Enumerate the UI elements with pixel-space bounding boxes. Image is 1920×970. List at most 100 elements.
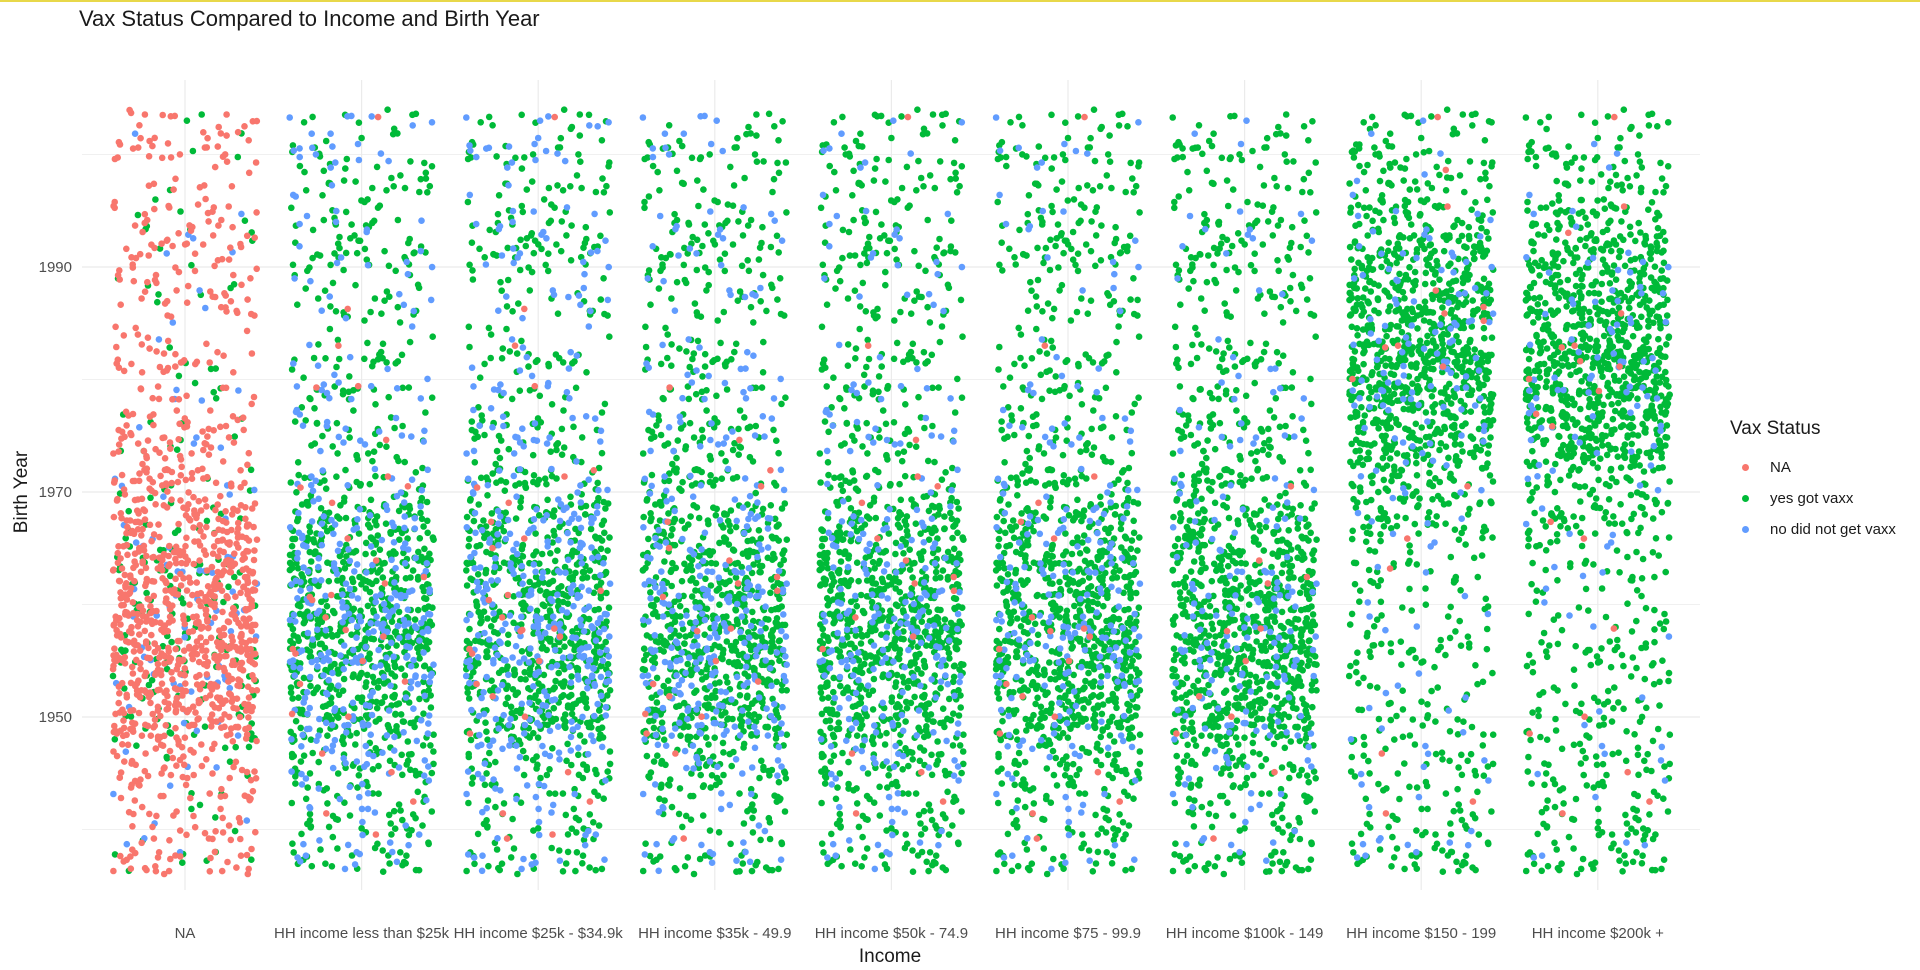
- data-point: [749, 829, 757, 836]
- data-point: [1001, 435, 1008, 442]
- data-point: [392, 711, 399, 718]
- data-point: [388, 831, 395, 838]
- data-point: [558, 693, 565, 701]
- data-point: [752, 489, 759, 497]
- data-point: [1049, 344, 1056, 351]
- data-point: [744, 673, 752, 680]
- data-point: [953, 645, 961, 653]
- data-point: [782, 394, 789, 402]
- data-point: [958, 394, 966, 402]
- data-point: [998, 426, 1005, 434]
- data-point: [580, 568, 588, 576]
- data-point: [863, 513, 871, 520]
- data-point: [1071, 602, 1078, 610]
- data-point: [696, 747, 704, 755]
- data-point: [1098, 673, 1105, 680]
- data-point: [689, 792, 697, 800]
- data-point: [735, 425, 742, 433]
- data-point: [1049, 553, 1056, 560]
- data-point: [737, 444, 745, 451]
- data-point: [335, 355, 343, 363]
- data-point: [334, 845, 341, 852]
- data-point: [374, 840, 381, 848]
- data-point: [1023, 727, 1030, 734]
- data-point: [386, 293, 393, 301]
- data-point: [830, 119, 838, 126]
- data-point: [678, 487, 685, 495]
- data-point: [301, 168, 308, 176]
- data-point: [554, 597, 562, 605]
- data-point: [592, 866, 599, 874]
- data-point: [1128, 449, 1136, 457]
- data-point: [680, 180, 687, 188]
- data-point: [504, 640, 512, 647]
- data-point: [554, 310, 562, 318]
- data-point: [1014, 615, 1021, 622]
- data-point: [859, 633, 866, 640]
- data-point: [896, 524, 904, 531]
- data-point: [754, 858, 761, 866]
- data-point: [854, 425, 861, 432]
- data-point: [1084, 144, 1092, 151]
- data-point: [914, 106, 921, 113]
- data-point: [936, 235, 943, 243]
- data-point: [147, 494, 154, 502]
- data-point: [827, 709, 834, 717]
- data-point: [325, 823, 333, 831]
- data-point: [1011, 253, 1018, 261]
- data-point: [716, 256, 724, 264]
- data-point: [853, 800, 861, 807]
- data-point: [916, 550, 923, 557]
- data-point: [831, 168, 838, 176]
- data-point: [563, 232, 570, 239]
- data-point: [941, 513, 948, 520]
- data-point: [758, 239, 765, 247]
- data-point: [593, 770, 600, 778]
- data-point: [329, 443, 337, 450]
- data-point: [466, 261, 473, 269]
- data-point: [876, 235, 884, 242]
- data-point: [1122, 866, 1129, 874]
- data-point: [782, 159, 790, 166]
- data-point: [541, 475, 549, 483]
- data-point: [1091, 724, 1099, 732]
- data-point: [705, 230, 712, 237]
- data-point: [726, 577, 733, 585]
- data-point: [571, 646, 578, 654]
- data-point: [753, 158, 761, 165]
- data-point: [548, 472, 556, 480]
- data-point: [171, 529, 179, 537]
- data-point: [714, 317, 721, 324]
- data-point: [944, 788, 951, 796]
- data-point: [425, 839, 432, 846]
- data-point: [922, 267, 929, 275]
- data-point: [510, 593, 517, 600]
- data-point: [350, 407, 357, 414]
- data-point: [893, 339, 901, 347]
- data-point: [422, 175, 430, 182]
- data-point: [604, 547, 611, 554]
- data-point: [404, 757, 412, 765]
- data-point: [1106, 158, 1114, 165]
- data-point: [1074, 496, 1081, 504]
- data-point: [878, 575, 886, 583]
- data-point: [1029, 678, 1037, 686]
- data-point: [1077, 448, 1084, 456]
- data-point: [893, 256, 900, 264]
- data-point: [310, 354, 318, 362]
- data-point: [1063, 607, 1071, 615]
- data-point: [640, 513, 647, 521]
- data-point: [827, 724, 834, 732]
- data-point: [562, 860, 570, 867]
- data-point: [660, 640, 668, 648]
- data-point: [716, 643, 723, 650]
- data-point: [759, 223, 766, 231]
- data-point: [1081, 204, 1088, 211]
- data-point: [662, 761, 669, 769]
- data-point: [549, 718, 556, 725]
- data-point: [302, 187, 310, 194]
- data-point: [657, 431, 665, 439]
- data-point: [1044, 300, 1052, 307]
- data-point: [379, 847, 387, 854]
- data-point: [545, 184, 553, 192]
